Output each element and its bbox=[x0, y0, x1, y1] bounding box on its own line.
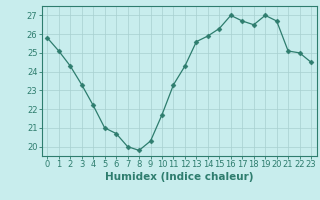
X-axis label: Humidex (Indice chaleur): Humidex (Indice chaleur) bbox=[105, 172, 253, 182]
